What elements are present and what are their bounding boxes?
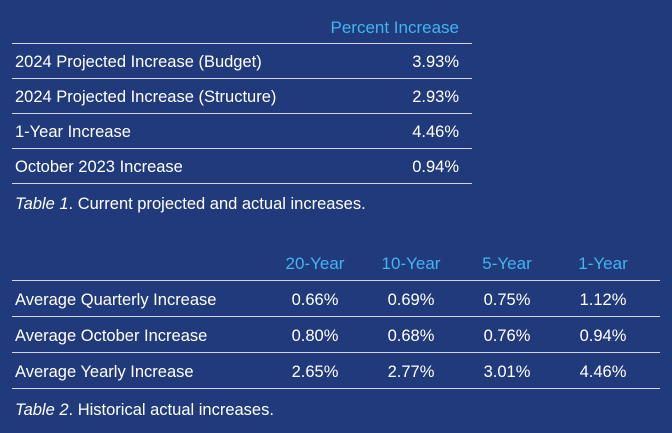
cell-value: 4.46%: [579, 363, 627, 381]
table1-caption: Table 1. Current projected and actual in…: [15, 195, 366, 214]
table-row: 1-Year Increase 4.46%: [12, 114, 472, 149]
cell-value: 3.01%: [483, 363, 531, 381]
row-value: 2.93%: [412, 88, 459, 106]
cell-value: 0.68%: [387, 327, 435, 345]
table2-header-row: 20-Year 10-Year 5-Year 1-Year: [12, 245, 660, 281]
row-label: October 2023 Increase: [15, 158, 183, 176]
table2-caption: Table 2. Historical actual increases.: [15, 401, 274, 420]
table1-header-row: Percent Increase: [12, 10, 472, 44]
cell-value: 0.66%: [291, 291, 339, 309]
cell-value: 0.69%: [387, 291, 435, 309]
cell-value: 1.12%: [579, 291, 627, 309]
cell-value: 0.76%: [483, 327, 531, 345]
row-value: 0.94%: [412, 158, 459, 176]
table-row: 2024 Projected Increase (Budget) 3.93%: [12, 44, 472, 79]
row-label: Average Yearly Increase: [15, 363, 194, 381]
caption-label: Table 2: [15, 401, 69, 419]
cell-value: 0.80%: [291, 327, 339, 345]
column-header-20-year: 20-Year: [285, 254, 345, 273]
row-label: 1-Year Increase: [15, 123, 131, 141]
row-value: 3.93%: [412, 53, 459, 71]
table-row: 2024 Projected Increase (Structure) 2.93…: [12, 79, 472, 114]
column-header-10-year: 10-Year: [381, 254, 441, 273]
cell-value: 0.75%: [483, 291, 531, 309]
column-header-5-year: 5-Year: [482, 254, 532, 273]
historical-increases-table: 20-Year 10-Year 5-Year 1-Year Average Qu…: [12, 245, 660, 389]
table-row: October 2023 Increase 0.94%: [12, 149, 472, 184]
current-increases-table: Percent Increase 2024 Projected Increase…: [12, 10, 472, 184]
caption-text: . Historical actual increases.: [68, 401, 274, 419]
column-header-1-year: 1-Year: [578, 254, 628, 273]
row-label: 2024 Projected Increase (Structure): [15, 88, 277, 106]
row-label: 2024 Projected Increase (Budget): [15, 53, 262, 71]
row-label: Average Quarterly Increase: [15, 291, 217, 309]
cell-value: 0.94%: [579, 327, 627, 345]
table-row: Average Yearly Increase 2.65% 2.77% 3.01…: [12, 353, 660, 389]
cell-value: 2.65%: [291, 363, 339, 381]
table-row: Average Quarterly Increase 0.66% 0.69% 0…: [12, 281, 660, 317]
table1-column-header: Percent Increase: [330, 18, 459, 37]
cell-value: 2.77%: [387, 363, 435, 381]
caption-text: . Current projected and actual increases…: [68, 195, 366, 213]
caption-label: Table 1: [15, 195, 69, 213]
row-value: 4.46%: [412, 123, 459, 141]
row-label: Average October Increase: [15, 327, 208, 345]
table-row: Average October Increase 0.80% 0.68% 0.7…: [12, 317, 660, 353]
